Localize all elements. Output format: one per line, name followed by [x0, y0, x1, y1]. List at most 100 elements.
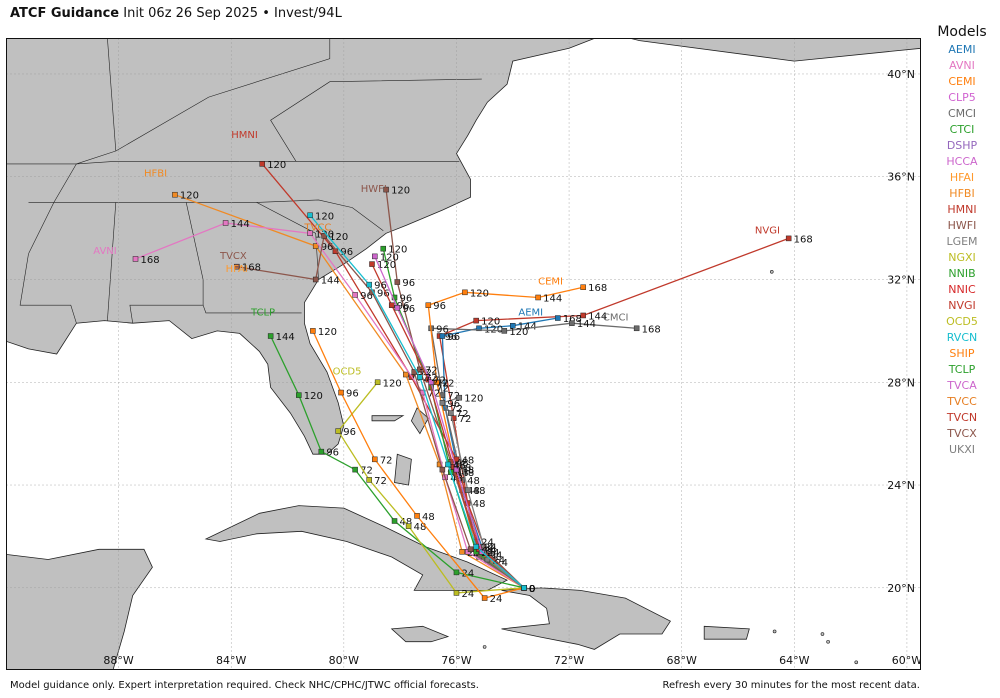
lon-tick-label: 64°W	[779, 654, 809, 667]
track-point	[172, 191, 178, 198]
track-ship[interactable]: 0 24 48 72 96 120	[310, 327, 535, 605]
forecast-hour-label: 24	[490, 594, 503, 605]
forecast-hour-label: 96	[377, 288, 390, 299]
models-legend: Models AEMI AVNI CEMI CLP5 CMCI CTCI DSHP HCCA H…	[928, 24, 996, 458]
model-label-aemi: AEMI	[518, 307, 543, 318]
track-line	[174, 194, 525, 589]
legend-item-tvcc[interactable]: TVCC	[947, 395, 977, 408]
legend-item-clp5[interactable]: CLP5	[948, 91, 976, 104]
legend-item-hcca[interactable]: HCCA	[946, 155, 978, 168]
forecast-hour-label: 96	[402, 278, 415, 289]
forecast-hour-label: 72	[433, 376, 446, 387]
legend-item-hwfi[interactable]: HWFI	[947, 219, 977, 232]
map-panel[interactable]: 0 24 48 72 96 120 144 168 0 24 48 72 96 120 144 168 0 24 4…	[6, 38, 921, 670]
track-point	[307, 230, 313, 237]
legend-item-nnic[interactable]: NNIC	[948, 283, 976, 296]
forecast-hour-label: 96	[343, 427, 356, 438]
forecast-hour-label: 168	[642, 324, 661, 335]
legend-item-hmni[interactable]: HMNI	[947, 203, 977, 216]
forecast-hour-label: 24	[481, 548, 494, 559]
legend-item-nnib[interactable]: NNIB	[948, 267, 976, 280]
forecast-hour-label: 168	[141, 255, 160, 266]
track-point	[267, 333, 274, 339]
legend-item-aemi[interactable]: AEMI	[948, 43, 976, 56]
legend-item-tvcn[interactable]: TVCN	[946, 411, 978, 424]
track-point	[403, 371, 409, 378]
land-hispaniola	[501, 587, 671, 650]
forecast-hour-label: 96	[326, 448, 339, 459]
legend-item-ctci[interactable]: CTCI	[949, 123, 975, 136]
track-point	[335, 428, 341, 434]
track-point	[580, 312, 586, 319]
lon-tick-label: 80°W	[329, 654, 359, 667]
forecast-hour-label: 0	[529, 584, 535, 595]
islet-1	[482, 645, 487, 649]
forecast-hour-label: 120	[180, 191, 199, 202]
forecast-hour-label: 144	[577, 319, 596, 330]
legend-item-cmci[interactable]: CMCI	[947, 107, 977, 120]
track-point	[414, 513, 420, 519]
forecast-hour-label: 96	[374, 281, 387, 292]
legend-item-hfbi[interactable]: HFBI	[949, 187, 975, 200]
forecast-hour-label: 0	[529, 584, 535, 595]
track-point	[428, 379, 434, 386]
track-point	[312, 276, 319, 283]
state-border-7	[256, 202, 319, 280]
lon-tick-label: 84°W	[216, 654, 246, 667]
legend-item-cemi[interactable]: CEMI	[948, 75, 976, 88]
legend-item-ngxi[interactable]: NGXI	[948, 251, 976, 264]
model-label-cemi: CEMI	[538, 277, 563, 288]
legend-item-hfai[interactable]: HFAI	[949, 171, 975, 184]
legend-item-tvca[interactable]: TVCA	[947, 379, 977, 392]
track-point	[473, 317, 479, 324]
forecast-hour-label: 72	[436, 378, 449, 389]
track-point	[369, 261, 375, 267]
forecast-hour-label: 72	[447, 391, 460, 402]
legend-item-ship[interactable]: SHIP	[949, 347, 975, 360]
islet-4	[854, 660, 859, 665]
legend-item-tvcx[interactable]: TVCX	[947, 427, 977, 440]
model-label-avni: AVNI	[93, 246, 116, 257]
legend-item-ukxi[interactable]: UKXI	[948, 443, 976, 456]
forecast-hour-label: 48	[453, 460, 466, 471]
lon-tick-label: 88°W	[103, 654, 133, 667]
track-point	[307, 212, 313, 219]
track-point	[417, 374, 423, 380]
forecast-hour-label: 168	[794, 234, 813, 245]
forecast-hour-label: 96	[321, 242, 334, 253]
legend-item-ocd5[interactable]: OCD5	[946, 315, 978, 328]
track-point	[439, 466, 446, 473]
forecast-hour-label: 72	[425, 373, 438, 384]
legend-item-avni[interactable]: AVNI	[949, 59, 975, 72]
forecast-hour-label: 72	[442, 378, 455, 389]
track-point	[464, 487, 471, 493]
forecast-hour-label: 0	[529, 584, 535, 595]
islet-6	[820, 632, 825, 636]
forecast-hour-label: 120	[377, 260, 396, 271]
forecast-hour-label: 120	[383, 378, 402, 389]
forecast-hour-label: 144	[518, 322, 537, 333]
legend-item-tclp[interactable]: TCLP	[948, 363, 976, 376]
legend-item-dshp[interactable]: DSHP	[946, 139, 978, 152]
legend-item-nvgi[interactable]: NVGI	[948, 299, 976, 312]
track-line	[135, 222, 525, 589]
legend-item-lgem[interactable]: LGEM	[946, 235, 978, 248]
track-point	[535, 294, 541, 301]
forecast-hour-label: 0	[529, 584, 535, 595]
forecast-hour-label: 24	[487, 548, 500, 559]
track-ocd5[interactable]: 0 24 48 72 96 120	[335, 378, 536, 600]
forecast-hour-label: 24	[481, 538, 494, 549]
track-point	[222, 220, 229, 226]
forecast-hour-label: 120	[391, 186, 410, 197]
track-line	[309, 214, 525, 589]
forecast-hour-label: 24	[481, 543, 494, 554]
forecast-hour-label: 120	[329, 232, 348, 243]
legend-item-rvcn[interactable]: RVCN	[946, 331, 978, 344]
forecast-hour-label: 168	[588, 283, 607, 294]
land-jamaica	[390, 625, 450, 643]
